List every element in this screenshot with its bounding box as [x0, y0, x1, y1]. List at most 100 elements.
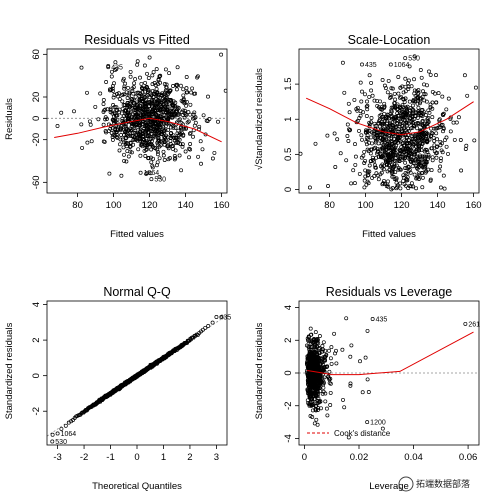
- data-point: [119, 173, 124, 178]
- smoother-line: [307, 331, 474, 376]
- x-tick-label: 1: [161, 452, 166, 463]
- data-point: [127, 91, 132, 96]
- data-point: [135, 90, 140, 95]
- data-point: [385, 115, 390, 119]
- data-point: [72, 109, 76, 114]
- data-point: [390, 123, 395, 128]
- data-point: [409, 148, 414, 153]
- data-point: [374, 155, 379, 160]
- data-point: [171, 147, 176, 152]
- data-point: [151, 121, 155, 126]
- data-point: [410, 144, 415, 149]
- data-point: [126, 133, 131, 138]
- data-point: [413, 152, 418, 157]
- data-point: [216, 119, 220, 124]
- data-point: [328, 356, 333, 361]
- y-axis-label: Standardized residuals: [254, 322, 265, 419]
- data-point: [137, 130, 142, 135]
- data-point: [409, 133, 414, 138]
- data-point: [105, 107, 110, 112]
- data-point: [416, 162, 421, 166]
- data-point: [313, 345, 317, 349]
- data-point: [155, 115, 160, 120]
- data-point: [380, 133, 385, 137]
- x-tick-label: 140: [178, 200, 194, 211]
- data-point: [167, 90, 172, 95]
- data-point: [351, 168, 356, 173]
- data-point: [147, 55, 152, 60]
- data-point: [98, 91, 103, 96]
- data-point: [395, 113, 400, 118]
- data-point: [426, 108, 431, 113]
- data-point: [118, 137, 123, 142]
- data-point: [152, 145, 157, 150]
- data-point: [383, 150, 388, 155]
- data-point: [88, 122, 93, 127]
- data-point: [192, 116, 197, 121]
- data-point: [380, 426, 385, 431]
- x-tick-label: 80: [72, 200, 83, 211]
- data-point: [338, 151, 343, 156]
- data-point: [105, 116, 109, 121]
- x-tick-label: 80: [324, 200, 335, 211]
- data-point: [364, 104, 369, 109]
- point-label: 1200: [370, 420, 386, 427]
- data-point: [421, 89, 425, 94]
- data-point: [188, 112, 193, 117]
- data-point: [370, 175, 375, 180]
- data-point: [401, 175, 406, 180]
- data-point: [145, 93, 150, 98]
- x-tick-label: 120: [142, 200, 158, 211]
- data-point: [144, 94, 149, 99]
- data-point: [437, 117, 442, 122]
- data-point: [309, 375, 314, 380]
- data-point: [103, 117, 108, 122]
- data-point: [415, 96, 420, 100]
- data-point: [400, 131, 405, 136]
- data-point: [394, 158, 399, 163]
- data-point: [178, 83, 183, 88]
- data-point: [381, 167, 386, 172]
- data-point: [401, 154, 406, 159]
- data-point: [448, 129, 453, 134]
- data-point: [388, 95, 392, 100]
- data-point: [112, 93, 117, 97]
- data-point: [346, 139, 351, 143]
- point-label: 530: [55, 439, 67, 446]
- data-point: [206, 324, 211, 328]
- data-point: [162, 113, 167, 118]
- data-point: [404, 111, 409, 116]
- data-point: [464, 143, 469, 148]
- data-point: [434, 151, 438, 156]
- data-point: [407, 151, 412, 156]
- data-point: [158, 125, 162, 130]
- data-point: [436, 91, 441, 96]
- data-point: [195, 75, 200, 80]
- data-point: [383, 86, 388, 91]
- labeled-point: [463, 321, 468, 326]
- data-point: [389, 86, 394, 91]
- data-point: [322, 375, 327, 380]
- data-point: [365, 377, 370, 382]
- data-point: [158, 73, 163, 78]
- data-point: [406, 87, 411, 91]
- data-point: [410, 103, 415, 108]
- data-point: [166, 114, 171, 119]
- data-point: [101, 139, 106, 144]
- data-point: [118, 142, 122, 147]
- data-point: [429, 146, 434, 151]
- data-point: [129, 120, 134, 125]
- y-axis-label: Residuals: [4, 98, 15, 140]
- data-point: [386, 184, 391, 189]
- x-tick-label: 120: [394, 200, 410, 211]
- point-label: 435: [219, 315, 231, 322]
- data-point: [319, 380, 324, 385]
- data-point: [384, 118, 389, 123]
- data-point: [127, 100, 132, 105]
- data-point: [143, 89, 147, 94]
- data-point: [124, 159, 129, 164]
- data-point: [458, 138, 463, 142]
- data-point: [212, 150, 217, 155]
- x-tick-label: 0.06: [459, 452, 478, 463]
- data-point: [438, 164, 443, 169]
